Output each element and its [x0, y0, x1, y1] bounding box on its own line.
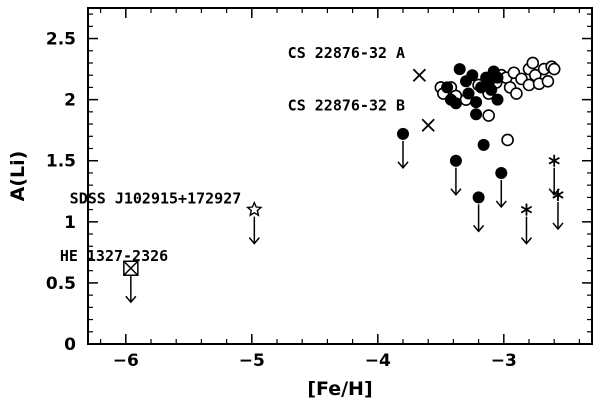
circle-shape: [526, 56, 540, 70]
cross-shape: [421, 118, 435, 132]
upper-limit: [495, 179, 507, 209]
filled-circle-marker: [491, 71, 504, 84]
open-circle-marker: [526, 56, 540, 70]
upper-limit: [450, 167, 462, 196]
cross-shape: [123, 260, 139, 276]
circle-shape: [541, 75, 555, 88]
filled-circle-marker: [470, 108, 483, 121]
open-circle-marker: [482, 109, 495, 122]
annotation-label: CS 22876-32 B: [288, 97, 405, 115]
upper-limit: [397, 140, 409, 170]
arrow-head: [495, 200, 507, 209]
circle-shape: [462, 87, 475, 100]
circle-shape: [510, 87, 523, 100]
cross-marker: [412, 68, 427, 82]
circle-shape: [491, 71, 504, 84]
circle-shape: [466, 69, 479, 82]
y-axis-label: A(Li): [7, 151, 29, 202]
data-points: [123, 56, 564, 304]
x-axis-label: [Fe/H]: [307, 378, 372, 400]
circle-shape: [495, 166, 508, 179]
y-tick-label: 0: [64, 335, 76, 355]
arrow-head: [520, 237, 533, 245]
cross-shape: [412, 68, 427, 82]
circle-shape: [449, 154, 462, 167]
x-tick-label: −5: [239, 351, 265, 371]
y-tick-label: 2: [64, 91, 76, 111]
circle-shape: [470, 96, 483, 109]
open-circle-marker: [547, 62, 561, 76]
filled-circle-marker: [472, 191, 485, 204]
arrow-head: [248, 237, 260, 245]
arrow-head: [125, 295, 137, 304]
x-tick-label: −4: [365, 351, 391, 371]
upper-limit: [520, 216, 533, 245]
boxed-cross-marker: [123, 260, 139, 276]
open-circle-marker: [510, 87, 523, 100]
filled-circle-marker: [495, 166, 508, 179]
arrow-head: [552, 222, 564, 231]
filled-circle-marker: [466, 69, 479, 82]
circle-shape: [470, 108, 483, 121]
filled-circle-marker: [477, 138, 490, 151]
circle-shape: [482, 77, 495, 90]
plot-frame: [87, 7, 593, 345]
axis-ticks: [88, 8, 592, 345]
asterisk-shape: [520, 203, 533, 216]
filled-circle-marker: [470, 96, 483, 109]
circle-shape: [522, 78, 536, 92]
upper-limit: [248, 216, 260, 245]
y-tick-label: 1: [64, 213, 76, 233]
asterisk-marker: [520, 203, 533, 216]
asterisk-shape: [552, 188, 564, 201]
annotation-label: CS 22876-32 A: [288, 44, 405, 62]
circle-shape: [397, 127, 409, 140]
circle-shape: [449, 97, 462, 110]
filled-circle-marker: [453, 63, 466, 76]
filled-circle-marker: [491, 93, 504, 106]
upper-limit: [552, 201, 564, 231]
tick-labels: −6 −5 −4 −3 0 0.5 1 1.5 2 2.5: [46, 30, 517, 371]
filled-circle-marker: [441, 81, 454, 94]
circle-shape: [441, 81, 454, 94]
x-tick-label: −3: [491, 351, 517, 371]
arrow-head: [450, 188, 462, 196]
upper-limit: [473, 204, 485, 233]
circle-shape: [453, 63, 466, 76]
circle-shape: [477, 138, 490, 151]
annotation-label: SDSS J102915+172927: [70, 190, 242, 208]
y-tick-label: 0.5: [46, 274, 76, 294]
circle-shape: [491, 93, 504, 106]
asterisk-marker: [548, 154, 560, 167]
open-circle-marker: [541, 75, 555, 88]
filled-circle-marker: [449, 154, 462, 167]
asterisk-shape: [548, 154, 560, 167]
filled-circle-marker: [397, 127, 409, 140]
circle-shape: [482, 109, 495, 122]
circle-shape: [501, 133, 514, 147]
star-marker: [245, 200, 263, 217]
filled-circle-marker: [482, 77, 495, 90]
upper-limit: [125, 275, 137, 304]
asterisk-marker: [552, 188, 564, 201]
open-circle-marker: [501, 133, 514, 147]
circle-shape: [547, 62, 561, 76]
y-tick-label: 1.5: [46, 152, 76, 172]
y-tick-label: 2.5: [46, 30, 76, 50]
filled-circle-marker: [462, 87, 475, 100]
circle-shape: [472, 191, 485, 204]
arrow-head: [473, 224, 485, 233]
arrow-head: [397, 161, 409, 170]
annotation-label: HE 1327-2326: [60, 247, 168, 265]
filled-circle-marker: [449, 97, 462, 110]
x-tick-label: −6: [113, 351, 139, 371]
star-shape: [245, 200, 263, 217]
cross-marker: [421, 118, 435, 132]
annotations: CS 22876-32 A CS 22876-32 B SDSS J102915+1…: [60, 44, 405, 265]
open-circle-marker: [522, 78, 536, 92]
